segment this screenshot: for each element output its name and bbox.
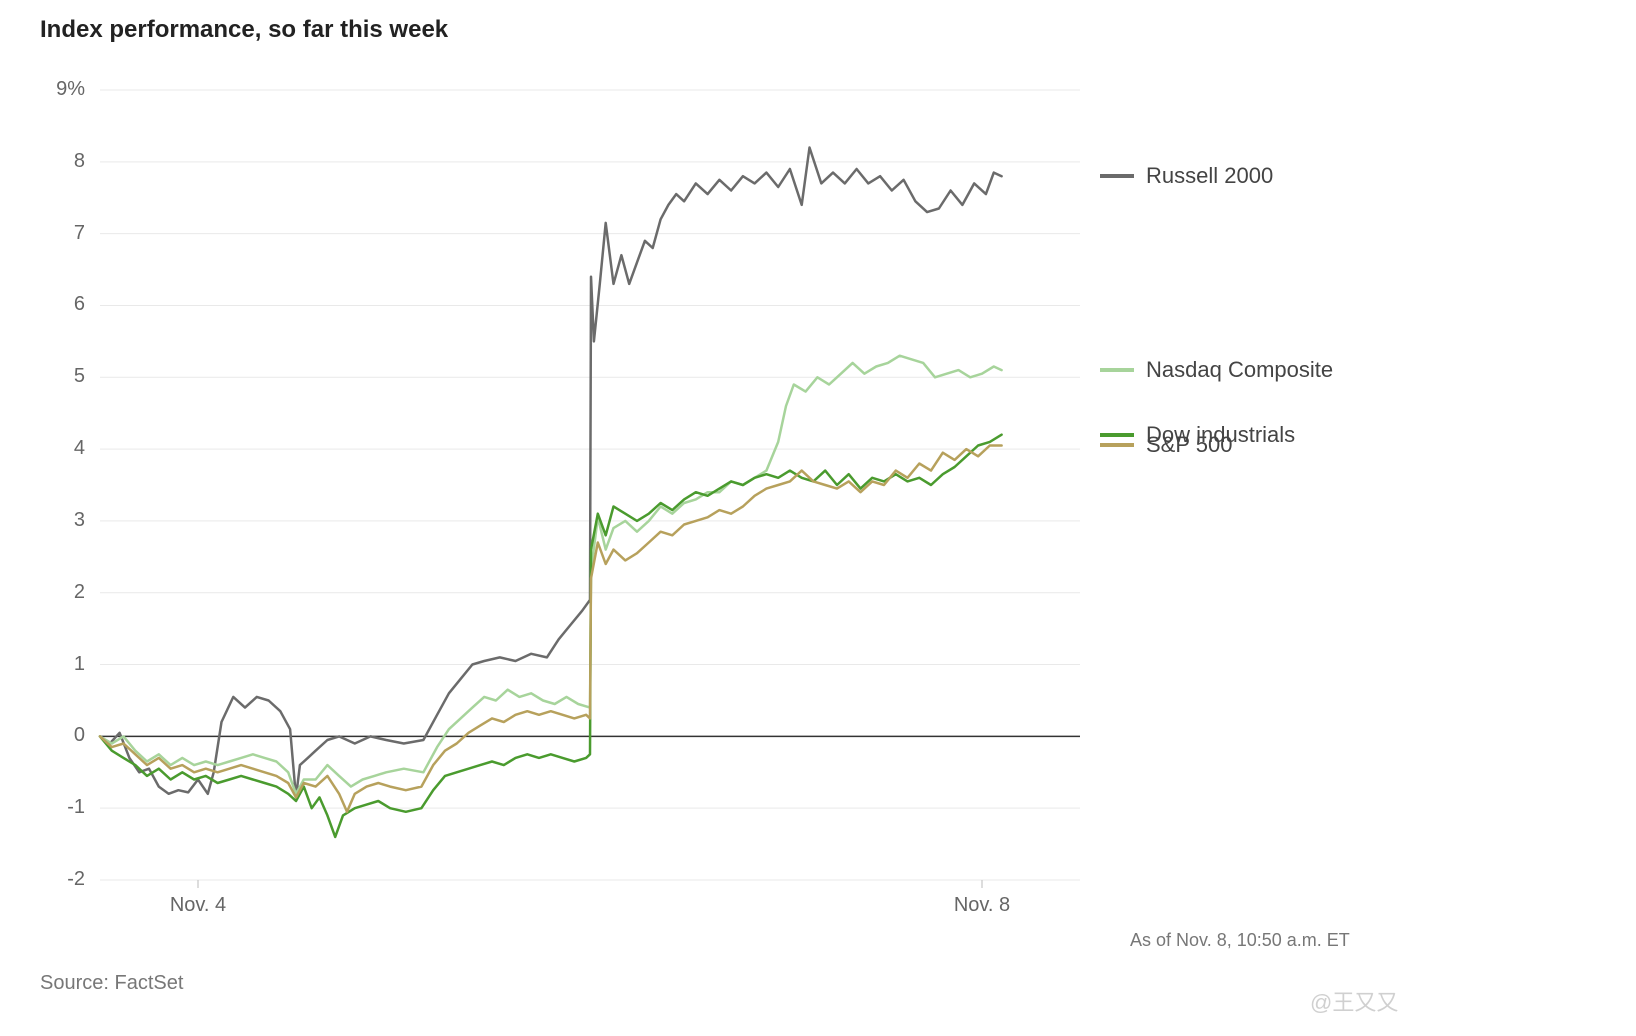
series-line: [100, 148, 1002, 798]
y-tick-label: 2: [30, 581, 85, 604]
legend-label: Russell 2000: [1146, 163, 1273, 189]
source-note: Source: FactSet: [40, 972, 183, 995]
legend-label: Nasdaq Composite: [1146, 357, 1333, 383]
legend-item: Russell 2000: [1100, 163, 1273, 189]
legend-swatch: [1100, 368, 1134, 372]
y-tick-label: -1: [30, 796, 85, 819]
y-tick-label: 9%: [30, 78, 85, 101]
asof-note: As of Nov. 8, 10:50 a.m. ET: [1130, 930, 1350, 951]
y-tick-label: 7: [30, 222, 85, 245]
y-tick-label: 4: [30, 437, 85, 460]
legend-label: S&P 500: [1146, 432, 1232, 458]
y-tick-label: 6: [30, 293, 85, 316]
series-line: [100, 446, 1002, 812]
y-tick-label: 5: [30, 365, 85, 388]
legend-item: Nasdaq Composite: [1100, 357, 1333, 383]
y-tick-label: 1: [30, 653, 85, 676]
watermark: @王又又: [1310, 985, 1398, 1017]
series-line: [100, 356, 1002, 794]
y-tick-label: 8: [30, 150, 85, 173]
line-chart: [0, 0, 1636, 1036]
legend-item: S&P 500: [1100, 432, 1232, 458]
x-tick-label: Nov. 4: [138, 894, 258, 917]
y-tick-label: -2: [30, 868, 85, 891]
x-tick-label: Nov. 8: [922, 894, 1042, 917]
series-line: [100, 435, 1002, 837]
legend-swatch: [1100, 174, 1134, 178]
y-tick-label: 0: [30, 724, 85, 747]
legend-swatch: [1100, 443, 1134, 447]
y-tick-label: 3: [30, 509, 85, 532]
